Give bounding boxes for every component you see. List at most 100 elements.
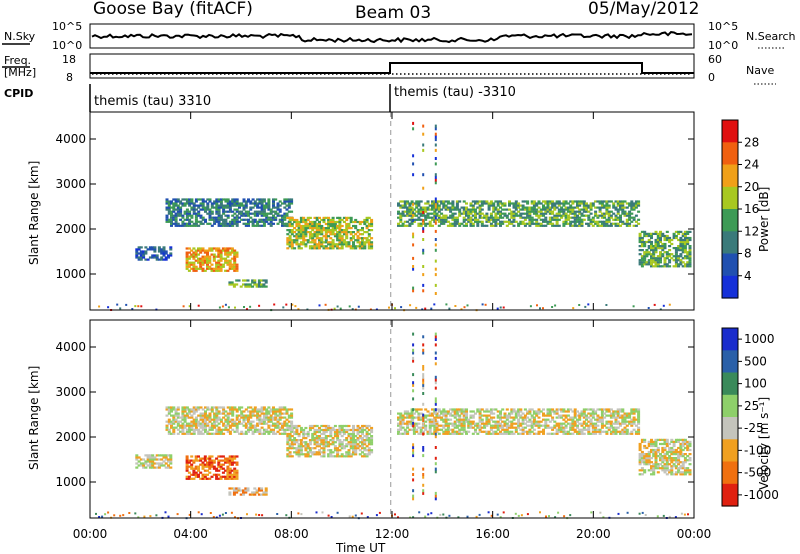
power-cell xyxy=(306,227,310,230)
power-cell xyxy=(345,231,349,234)
velocity-cell xyxy=(681,440,685,443)
power-cell xyxy=(233,208,237,211)
velocity-cell xyxy=(144,466,148,469)
power-cell xyxy=(530,216,534,219)
velocity-cell xyxy=(226,471,230,474)
power-cell xyxy=(201,202,205,205)
velocity-cell xyxy=(260,432,264,435)
velocity-cell xyxy=(542,432,545,435)
power-cell xyxy=(322,220,326,224)
velocity-cell xyxy=(187,465,191,468)
velocity-cell xyxy=(331,439,335,442)
power-cell xyxy=(591,202,595,205)
power-cell xyxy=(643,240,647,244)
power-cell xyxy=(116,303,119,306)
power-cell xyxy=(333,222,337,226)
power-cell xyxy=(400,306,403,309)
power-cell xyxy=(151,248,155,251)
power-cell xyxy=(349,245,353,248)
power-cell xyxy=(465,212,468,215)
velocity-cell xyxy=(192,467,196,470)
power-cell xyxy=(240,204,244,207)
power-cell xyxy=(434,229,437,233)
velocity-cell xyxy=(212,465,216,468)
velocity-cell xyxy=(295,449,299,452)
power-echo-region xyxy=(185,247,239,272)
power-cell xyxy=(469,212,473,215)
velocity-cell xyxy=(553,412,557,415)
power-cell xyxy=(645,232,649,235)
power-cell xyxy=(197,220,201,223)
velocity-cell xyxy=(419,416,423,419)
power-cell xyxy=(327,220,331,224)
velocity-cell xyxy=(311,439,315,442)
power-cell xyxy=(562,214,566,217)
velocity-cell xyxy=(192,428,196,431)
power-cell xyxy=(251,202,255,205)
power-cell xyxy=(212,257,216,260)
power-cell xyxy=(523,206,527,209)
nsearch-label: N.Search xyxy=(746,30,796,43)
power-cell xyxy=(233,212,237,215)
power-cell xyxy=(308,216,312,219)
power-cell xyxy=(616,216,620,219)
power-cell xyxy=(262,200,266,203)
velocity-cell xyxy=(421,426,425,429)
velocity-cell xyxy=(469,426,473,429)
velocity-cell xyxy=(199,471,203,474)
power-cell xyxy=(267,218,271,221)
power-cell xyxy=(451,208,455,211)
velocity-cell xyxy=(221,463,225,466)
velocity-cell xyxy=(209,512,212,514)
velocity-cell xyxy=(650,467,653,470)
power-cell xyxy=(512,206,516,209)
power-cell xyxy=(426,200,430,203)
power-cell xyxy=(313,241,317,244)
velocity-cell xyxy=(647,463,651,466)
velocity-cell xyxy=(217,455,221,458)
velocity-cell xyxy=(609,432,613,435)
velocity-cell xyxy=(521,432,525,435)
velocity-cell xyxy=(217,410,221,413)
power-cell xyxy=(623,222,627,225)
velocity-cell xyxy=(201,467,205,470)
power-cell xyxy=(523,224,527,227)
power-cell xyxy=(349,227,353,230)
velocity-cell xyxy=(367,437,371,440)
velocity-cell xyxy=(417,426,421,429)
velocity-cell xyxy=(169,460,173,463)
power-cell xyxy=(434,273,437,277)
velocity-cell xyxy=(663,457,667,460)
velocity-cell xyxy=(417,408,421,411)
power-cell xyxy=(210,269,214,272)
power-cell xyxy=(185,224,189,227)
velocity-cell xyxy=(333,449,337,452)
power-cell xyxy=(217,210,221,213)
velocity-cell xyxy=(650,440,653,443)
velocity-cell xyxy=(505,432,509,435)
velocity-cell xyxy=(192,430,196,433)
velocity-cell xyxy=(643,438,647,441)
power-cell xyxy=(672,232,676,235)
velocity-cell xyxy=(401,418,405,421)
power-cell xyxy=(654,263,658,266)
velocity-cell xyxy=(233,477,237,480)
power-cell xyxy=(215,265,219,268)
power-cell xyxy=(210,263,214,266)
power-cell xyxy=(327,247,331,250)
power-cell xyxy=(192,206,196,209)
velocity-cell xyxy=(460,420,464,423)
velocity-cell xyxy=(299,451,303,454)
velocity-cell xyxy=(238,408,241,411)
velocity-cell xyxy=(566,422,570,425)
power-cell xyxy=(217,204,221,207)
velocity-cell xyxy=(594,410,598,413)
velocity-cell xyxy=(609,408,613,411)
velocity-cell xyxy=(406,414,410,417)
velocity-cell xyxy=(224,459,228,462)
velocity-cell xyxy=(519,428,523,431)
velocity-cell xyxy=(537,408,541,411)
velocity-cell xyxy=(244,414,248,417)
power-cell xyxy=(215,267,219,270)
power-cell xyxy=(318,304,321,307)
